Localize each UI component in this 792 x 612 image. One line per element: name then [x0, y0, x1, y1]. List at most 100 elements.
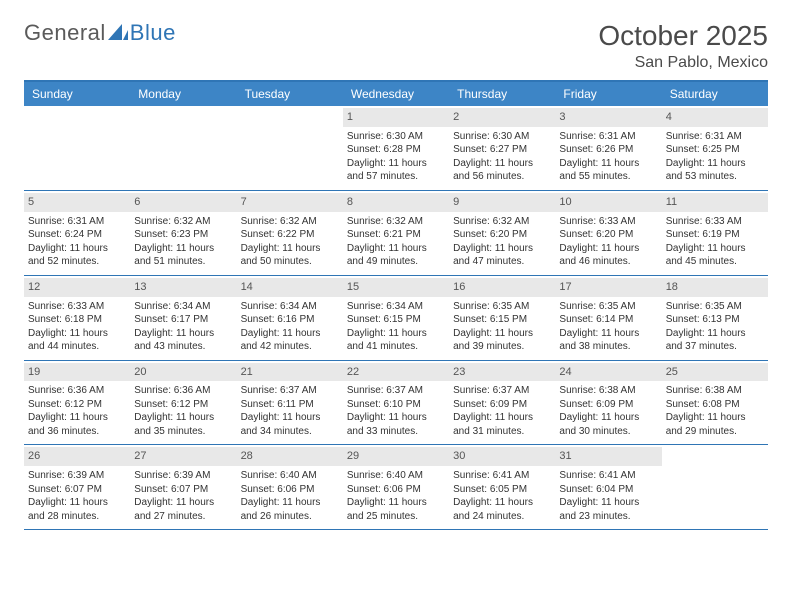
sunset-text: Sunset: 6:25 PM [666, 143, 764, 157]
day-cell: 19 Sunrise: 6:36 AMSunset: 6:12 PMDayligh… [24, 361, 130, 445]
sunrise-text: Sunrise: 6:40 AM [241, 469, 339, 483]
sunset-text: Sunset: 6:08 PM [666, 398, 764, 412]
sunset-text: Sunset: 6:07 PM [28, 483, 126, 497]
day-number: 18 [662, 278, 768, 297]
day-number: 17 [555, 278, 661, 297]
sunrise-text: Sunrise: 6:40 AM [347, 469, 445, 483]
daylight-text: Daylight: 11 hours and 23 minutes. [559, 496, 657, 523]
sunset-text: Sunset: 6:14 PM [559, 313, 657, 327]
daylight-text: Daylight: 11 hours and 24 minutes. [453, 496, 551, 523]
sunset-text: Sunset: 6:26 PM [559, 143, 657, 157]
sunrise-text: Sunrise: 6:33 AM [559, 215, 657, 229]
day-of-week-header: Sunday Monday Tuesday Wednesday Thursday… [24, 82, 768, 106]
day-number: 16 [449, 278, 555, 297]
sunrise-text: Sunrise: 6:39 AM [28, 469, 126, 483]
day-number: 11 [662, 193, 768, 212]
daylight-text: Daylight: 11 hours and 46 minutes. [559, 242, 657, 269]
sunrise-text: Sunrise: 6:38 AM [559, 384, 657, 398]
day-cell: 3Sunrise: 6:31 AMSunset: 6:26 PMDaylight… [555, 106, 661, 190]
dow-wednesday: Wednesday [343, 82, 449, 106]
sunset-text: Sunset: 6:17 PM [134, 313, 232, 327]
day-cell: 18Sunrise: 6:35 AMSunset: 6:13 PMDayligh… [662, 276, 768, 360]
sunset-text: Sunset: 6:12 PM [28, 398, 126, 412]
day-number: 10 [555, 193, 661, 212]
day-number: 2 [449, 108, 555, 127]
sunset-text: Sunset: 6:07 PM [134, 483, 232, 497]
sunset-text: Sunset: 6:23 PM [134, 228, 232, 242]
day-cell: 13Sunrise: 6:34 AMSunset: 6:17 PMDayligh… [130, 276, 236, 360]
sunset-text: Sunset: 6:09 PM [559, 398, 657, 412]
day-number: 8 [343, 193, 449, 212]
daylight-text: Daylight: 11 hours and 26 minutes. [241, 496, 339, 523]
logo-sail-icon [108, 20, 128, 46]
day-cell: 17Sunrise: 6:35 AMSunset: 6:14 PMDayligh… [555, 276, 661, 360]
day-number: 31 [555, 447, 661, 466]
daylight-text: Daylight: 11 hours and 47 minutes. [453, 242, 551, 269]
sunset-text: Sunset: 6:24 PM [28, 228, 126, 242]
day-cell: 20Sunrise: 6:36 AMSunset: 6:12 PMDayligh… [130, 361, 236, 445]
day-cell: 7Sunrise: 6:32 AMSunset: 6:22 PMDaylight… [237, 191, 343, 275]
sunrise-text: Sunrise: 6:34 AM [347, 300, 445, 314]
sunset-text: Sunset: 6:05 PM [453, 483, 551, 497]
daylight-text: Daylight: 11 hours and 51 minutes. [134, 242, 232, 269]
day-number: 24 [555, 363, 661, 382]
sunset-text: Sunset: 6:15 PM [453, 313, 551, 327]
sunset-text: Sunset: 6:09 PM [453, 398, 551, 412]
sunrise-text: Sunrise: 6:37 AM [241, 384, 339, 398]
day-cell: 6Sunrise: 6:32 AMSunset: 6:23 PMDaylight… [130, 191, 236, 275]
sunrise-text: Sunrise: 6:36 AM [134, 384, 232, 398]
day-number: 26 [24, 447, 130, 466]
day-number: 23 [449, 363, 555, 382]
day-cell: . [24, 106, 130, 190]
day-number: 12 [24, 278, 130, 297]
day-cell: 9Sunrise: 6:32 AMSunset: 6:20 PMDaylight… [449, 191, 555, 275]
dow-friday: Friday [555, 82, 661, 106]
sunset-text: Sunset: 6:11 PM [241, 398, 339, 412]
month-title: October 2025 [598, 20, 768, 52]
sunrise-text: Sunrise: 6:36 AM [28, 384, 126, 398]
daylight-text: Daylight: 11 hours and 28 minutes. [28, 496, 126, 523]
sunset-text: Sunset: 6:18 PM [28, 313, 126, 327]
sunrise-text: Sunrise: 6:37 AM [453, 384, 551, 398]
day-cell: 14Sunrise: 6:34 AMSunset: 6:16 PMDayligh… [237, 276, 343, 360]
daylight-text: Daylight: 11 hours and 36 minutes. [28, 411, 126, 438]
daylight-text: Daylight: 11 hours and 25 minutes. [347, 496, 445, 523]
daylight-text: Daylight: 11 hours and 42 minutes. [241, 327, 339, 354]
calendar-page: General Blue October 2025 San Pablo, Mex… [0, 0, 792, 550]
sunset-text: Sunset: 6:19 PM [666, 228, 764, 242]
sunrise-text: Sunrise: 6:30 AM [453, 130, 551, 144]
daylight-text: Daylight: 11 hours and 50 minutes. [241, 242, 339, 269]
sunrise-text: Sunrise: 6:35 AM [559, 300, 657, 314]
day-cell: 25Sunrise: 6:38 AMSunset: 6:08 PMDayligh… [662, 361, 768, 445]
sunrise-text: Sunrise: 6:39 AM [134, 469, 232, 483]
sunset-text: Sunset: 6:22 PM [241, 228, 339, 242]
sunset-text: Sunset: 6:06 PM [241, 483, 339, 497]
day-number: 5 [24, 193, 130, 212]
day-cell: 15Sunrise: 6:34 AMSunset: 6:15 PMDayligh… [343, 276, 449, 360]
dow-sunday: Sunday [24, 82, 130, 106]
day-number: 30 [449, 447, 555, 466]
dow-monday: Monday [130, 82, 236, 106]
daylight-text: Daylight: 11 hours and 45 minutes. [666, 242, 764, 269]
day-cell: 4Sunrise: 6:31 AMSunset: 6:25 PMDaylight… [662, 106, 768, 190]
day-cell: 1Sunrise: 6:30 AMSunset: 6:28 PMDaylight… [343, 106, 449, 190]
sunset-text: Sunset: 6:15 PM [347, 313, 445, 327]
day-number: 19 [24, 363, 130, 382]
sunrise-text: Sunrise: 6:37 AM [347, 384, 445, 398]
logo: General Blue [24, 20, 176, 46]
daylight-text: Daylight: 11 hours and 57 minutes. [347, 157, 445, 184]
daylight-text: Daylight: 11 hours and 35 minutes. [134, 411, 232, 438]
daylight-text: Daylight: 11 hours and 55 minutes. [559, 157, 657, 184]
daylight-text: Daylight: 11 hours and 49 minutes. [347, 242, 445, 269]
day-cell: 11Sunrise: 6:33 AMSunset: 6:19 PMDayligh… [662, 191, 768, 275]
daylight-text: Daylight: 11 hours and 43 minutes. [134, 327, 232, 354]
dow-thursday: Thursday [449, 82, 555, 106]
day-cell: 24Sunrise: 6:38 AMSunset: 6:09 PMDayligh… [555, 361, 661, 445]
sunrise-text: Sunrise: 6:41 AM [559, 469, 657, 483]
day-cell: 12Sunrise: 6:33 AMSunset: 6:18 PMDayligh… [24, 276, 130, 360]
sunrise-text: Sunrise: 6:31 AM [666, 130, 764, 144]
day-cell: 28Sunrise: 6:40 AMSunset: 6:06 PMDayligh… [237, 445, 343, 529]
title-block: October 2025 San Pablo, Mexico [598, 20, 768, 72]
daylight-text: Daylight: 11 hours and 27 minutes. [134, 496, 232, 523]
week-row: ...1Sunrise: 6:30 AMSunset: 6:28 PMDayli… [24, 106, 768, 191]
